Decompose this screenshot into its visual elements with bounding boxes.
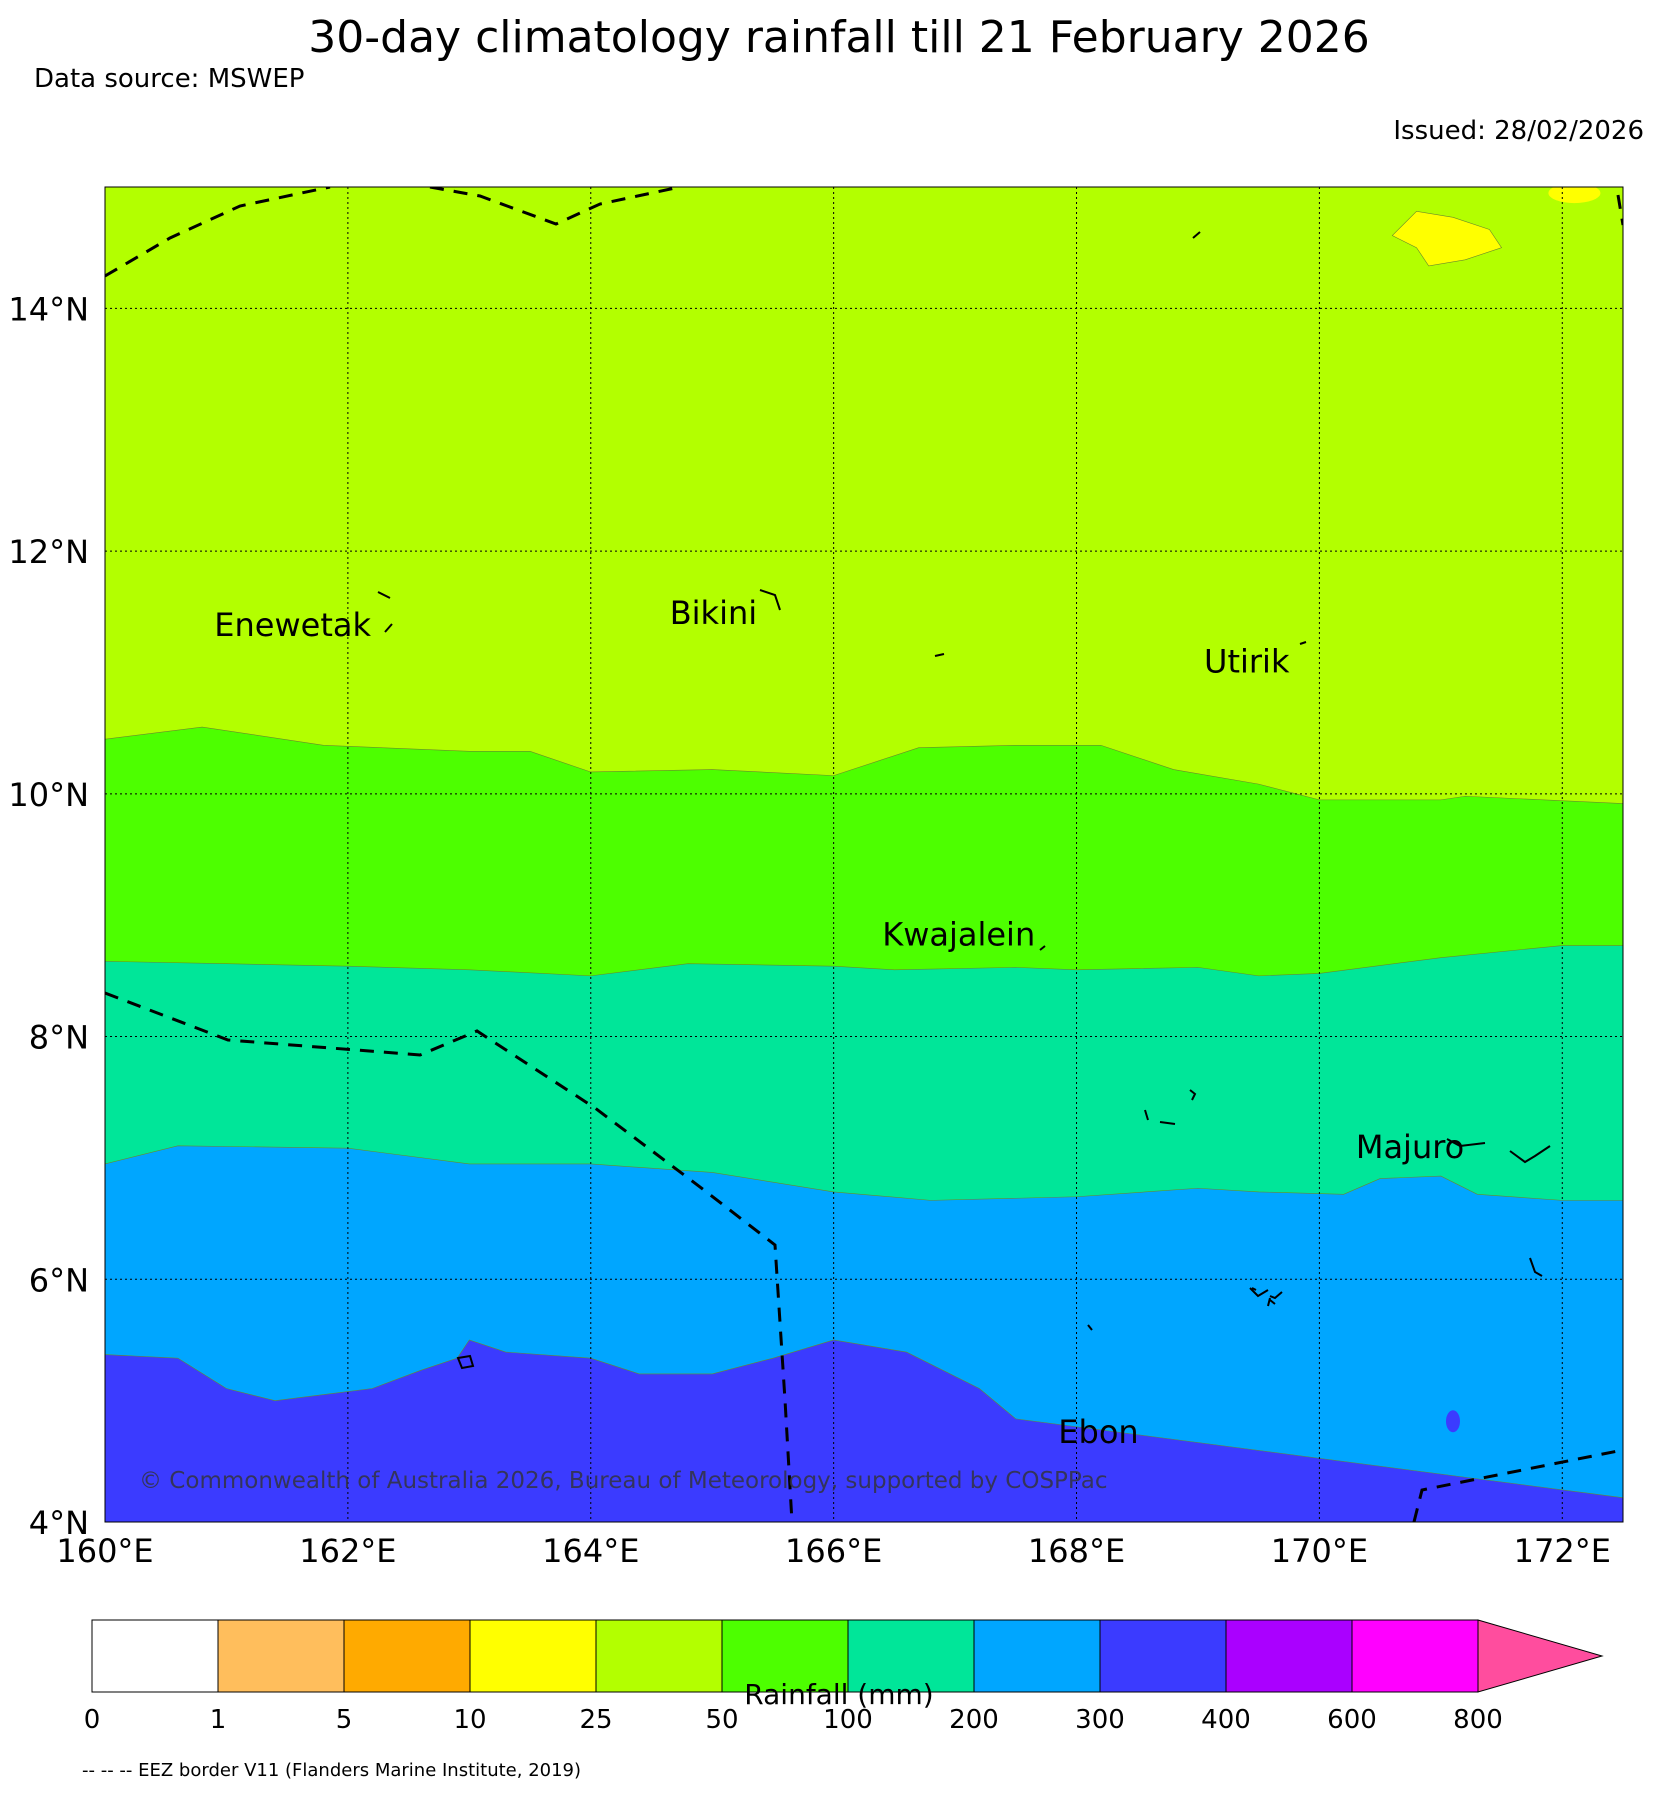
kosrae-island bbox=[456, 1354, 475, 1370]
page-title: 30-day climatology rainfall till 21 Febr… bbox=[308, 12, 1370, 63]
colorbar-tick-label: 200 bbox=[949, 1705, 999, 1735]
colorbar: 0 1 5 10 25 50 100 200 300 400 600 800 bbox=[84, 1619, 1604, 1735]
lat-tick-label: 8°N bbox=[29, 1019, 89, 1057]
eez-line-north-west bbox=[105, 187, 331, 278]
colorbar-segment bbox=[1099, 1619, 1227, 1693]
place-label-ebon: Ebon bbox=[1058, 1413, 1138, 1451]
lat-tick-label: 12°N bbox=[8, 533, 89, 571]
lon-tick-label: 172°E bbox=[1514, 1532, 1611, 1570]
colorbar-segment bbox=[91, 1619, 219, 1693]
colorbar-tick-label: 300 bbox=[1075, 1705, 1125, 1735]
eez-border-note: -- -- -- EEZ border V11 (Flanders Marine… bbox=[82, 1760, 582, 1781]
colorbar-label: Rainfall (mm) bbox=[744, 1678, 934, 1711]
lon-tick-label: 160°E bbox=[56, 1532, 153, 1570]
colorbar-tick-label: 1 bbox=[210, 1705, 227, 1735]
enewetak-atoll bbox=[377, 591, 393, 633]
eez-line-north bbox=[429, 187, 681, 226]
ailuk-atoll bbox=[934, 653, 945, 657]
jaluit-ebon-atoll bbox=[1087, 1291, 1283, 1331]
place-labels: Enewetak Bikini Utirik Kwajalein Majuro Ebon bbox=[214, 594, 1464, 1451]
colorbar-tick-label: 800 bbox=[1453, 1705, 1503, 1735]
place-label-kwajalein: Kwajalein bbox=[882, 916, 1035, 954]
ailinglaplap-atoll bbox=[1144, 1089, 1197, 1125]
band-300-400-blob bbox=[1445, 1410, 1460, 1433]
colorbar-tick-label: 100 bbox=[823, 1705, 873, 1735]
colorbar-tick-label: 5 bbox=[336, 1705, 353, 1735]
colorbar-segment bbox=[217, 1619, 345, 1693]
colorbar-segment bbox=[847, 1619, 975, 1693]
lon-tick-label: 166°E bbox=[785, 1532, 882, 1570]
issued-date-label: Issued: 28/02/2026 bbox=[1393, 116, 1644, 146]
colorbar-tick-label: 0 bbox=[84, 1705, 101, 1735]
colorbar-segment bbox=[469, 1619, 597, 1693]
jaluit-lagoon bbox=[1249, 1287, 1269, 1298]
colorbar-tick-label: 600 bbox=[1327, 1705, 1377, 1735]
data-source-label: Data source: MSWEP bbox=[34, 64, 305, 94]
atoll-outlines bbox=[377, 231, 1551, 1370]
bikini-atoll bbox=[759, 589, 781, 611]
colorbar-segment bbox=[1351, 1619, 1479, 1693]
mili-atoll bbox=[1251, 1257, 1543, 1307]
majuro-arno-atoll bbox=[1446, 1138, 1551, 1164]
bokak-atoll bbox=[1192, 231, 1201, 239]
colorbar-segment bbox=[343, 1619, 471, 1693]
colorbar-tick-label: 10 bbox=[453, 1705, 486, 1735]
eez-line-south-east bbox=[1412, 1448, 1623, 1522]
kwajalein-atoll bbox=[1039, 945, 1046, 951]
copyright-notice: © Commonwealth of Australia 2026, Bureau… bbox=[139, 1468, 1108, 1494]
lat-tick-label: 14°N bbox=[8, 290, 89, 328]
latitude-tick-labels: 4°N 6°N 8°N 10°N 12°N 14°N bbox=[8, 290, 89, 1542]
lon-tick-label: 162°E bbox=[299, 1532, 396, 1570]
band-10-25-corner bbox=[1548, 187, 1601, 204]
utirik-atoll bbox=[1299, 641, 1307, 645]
rainfall-bands bbox=[105, 187, 1623, 1522]
colorbar-extend-arrow bbox=[1477, 1619, 1604, 1693]
colorbar-tick-label: 25 bbox=[579, 1705, 612, 1735]
map-frame bbox=[104, 186, 1624, 1523]
graticule bbox=[105, 187, 1623, 1522]
lon-tick-label: 164°E bbox=[542, 1532, 639, 1570]
place-label-enewetak: Enewetak bbox=[214, 606, 371, 644]
place-label-bikini: Bikini bbox=[670, 594, 757, 632]
lat-tick-label: 4°N bbox=[29, 1504, 89, 1542]
eez-line-north-east bbox=[1616, 194, 1623, 226]
lon-tick-label: 168°E bbox=[1028, 1532, 1125, 1570]
colorbar-segment bbox=[1225, 1619, 1353, 1693]
band-25-50 bbox=[105, 187, 1623, 804]
colorbar-segment bbox=[973, 1619, 1101, 1693]
eez-line-west-south bbox=[105, 991, 794, 1522]
eez-borders bbox=[105, 187, 1623, 1522]
band-10-25 bbox=[1391, 210, 1503, 267]
colorbar-segment bbox=[721, 1619, 849, 1693]
lon-tick-label: 170°E bbox=[1271, 1532, 1368, 1570]
place-label-utirik: Utirik bbox=[1204, 642, 1290, 680]
colorbar-segment bbox=[595, 1619, 723, 1693]
longitude-tick-labels: 160°E 162°E 164°E 166°E 168°E 170°E 172°E bbox=[56, 1532, 1611, 1570]
lat-tick-label: 6°N bbox=[29, 1261, 89, 1299]
place-label-majuro: Majuro bbox=[1356, 1128, 1464, 1166]
lat-tick-label: 10°N bbox=[8, 776, 89, 814]
colorbar-tick-label: 50 bbox=[705, 1705, 738, 1735]
colorbar-tick-label: 400 bbox=[1201, 1705, 1251, 1735]
